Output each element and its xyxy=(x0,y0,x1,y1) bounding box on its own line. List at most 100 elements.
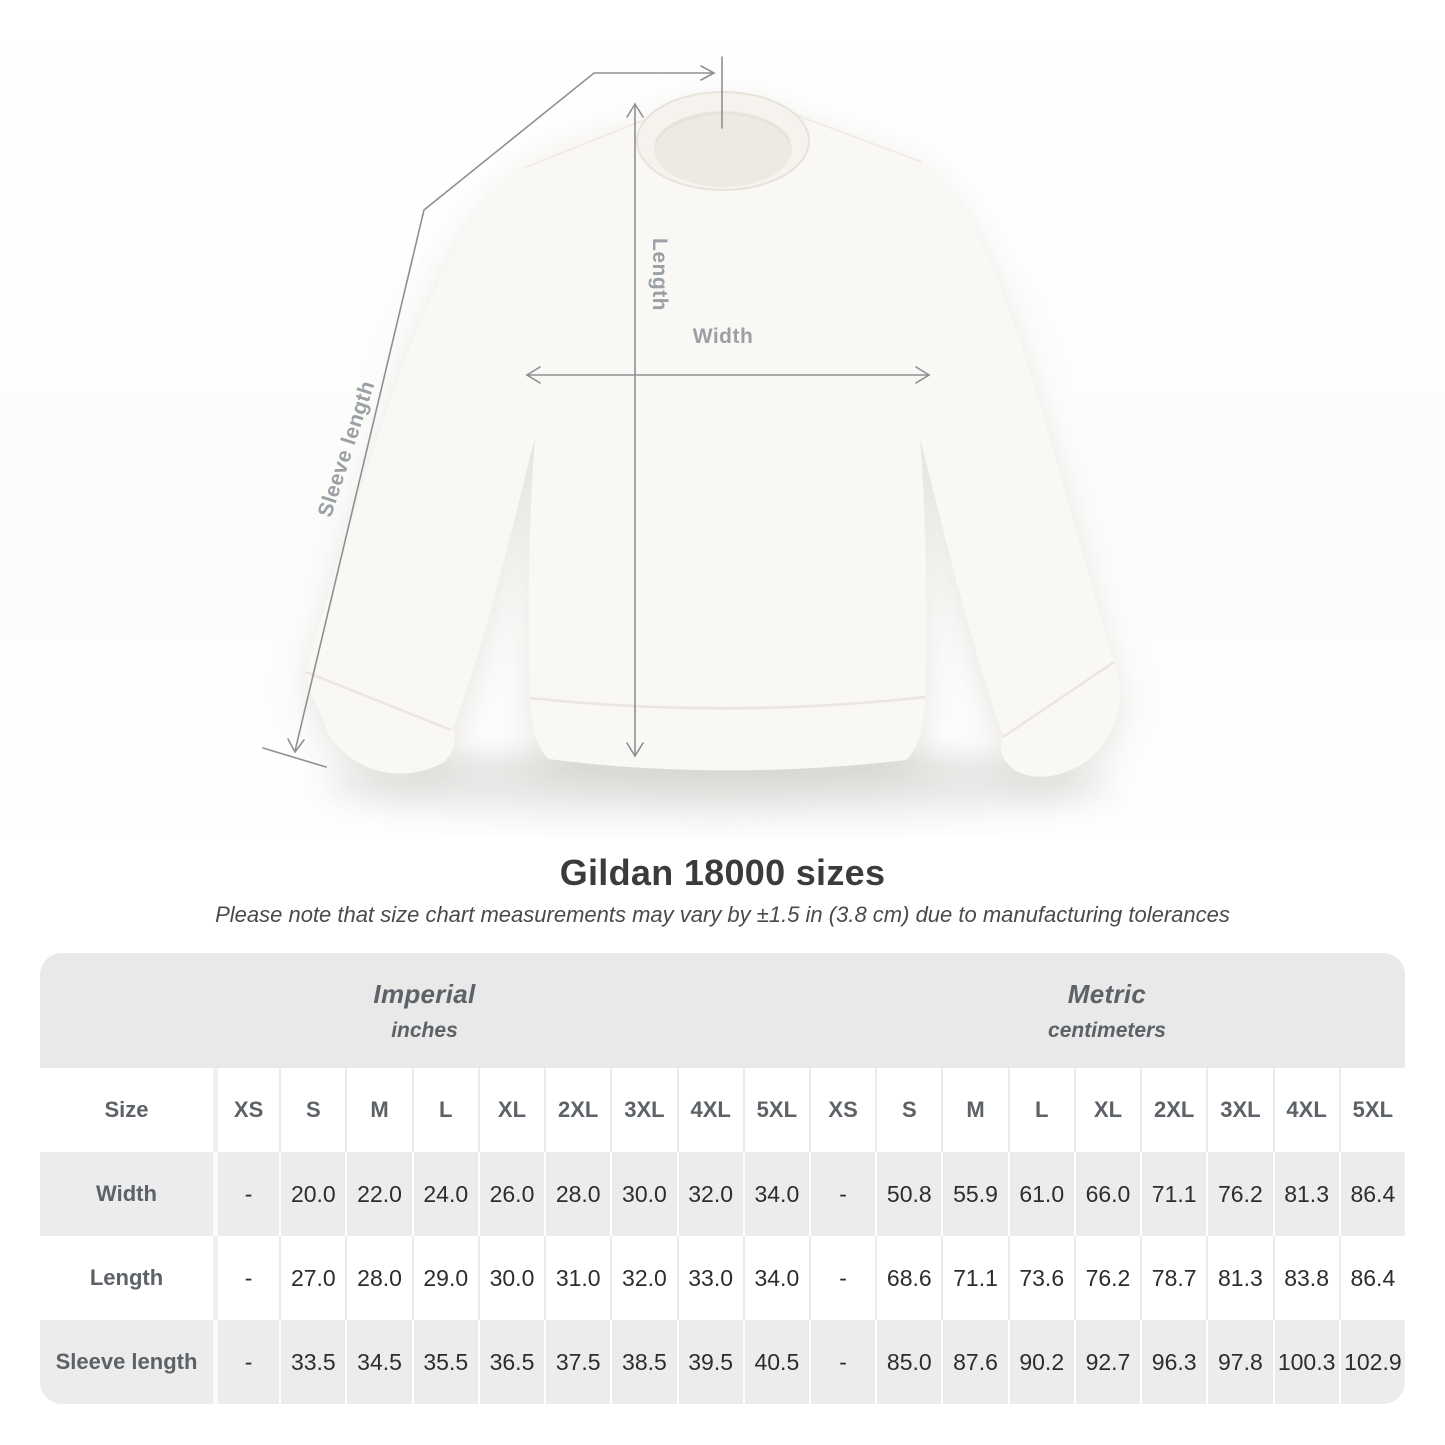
value-cell: 86.4 xyxy=(1338,1236,1405,1320)
size-chart-table: Imperial inches Metric centimeters Size … xyxy=(40,953,1405,1404)
value-cell: 22.0 xyxy=(345,1152,412,1236)
size-col-header: 3XL xyxy=(1206,1068,1273,1152)
value-cell: 36.5 xyxy=(477,1320,545,1404)
value-cell: - xyxy=(808,1152,876,1236)
size-col-header: L xyxy=(1007,1068,1074,1152)
width-row: Width - 20.0 22.0 24.0 26.0 28.0 30.0 32… xyxy=(40,1152,1405,1236)
value-cell: - xyxy=(213,1320,280,1404)
size-chart-container: Imperial inches Metric centimeters Size … xyxy=(40,953,1405,1404)
value-cell: 86.4 xyxy=(1338,1152,1405,1236)
left-cuff-seam xyxy=(305,670,452,732)
value-cell: 34.0 xyxy=(742,1152,809,1236)
value-cell: 30.0 xyxy=(477,1236,545,1320)
value-cell: 71.1 xyxy=(941,1236,1008,1320)
metric-header: Metric centimeters xyxy=(808,953,1405,1068)
tolerance-note: Please note that size chart measurements… xyxy=(215,902,1230,927)
value-cell: 61.0 xyxy=(1007,1152,1074,1236)
value-cell: 90.2 xyxy=(1007,1320,1074,1404)
size-col-header: 5XL xyxy=(1338,1068,1405,1152)
size-col-header: 4XL xyxy=(676,1068,743,1152)
size-col-header: L xyxy=(411,1068,478,1152)
measurement-lines xyxy=(262,56,931,768)
sweatshirt-body xyxy=(305,91,1121,777)
size-col-header: 2XL xyxy=(1140,1068,1207,1152)
value-cell: 78.7 xyxy=(1140,1236,1207,1320)
length-row: Length - 27.0 28.0 29.0 30.0 31.0 32.0 3… xyxy=(40,1236,1405,1320)
value-cell: 28.0 xyxy=(345,1236,412,1320)
sweatshirt-illustration xyxy=(262,56,1121,816)
value-cell: - xyxy=(213,1152,280,1236)
metric-title: Metric xyxy=(1067,978,1147,1009)
size-col-header: M xyxy=(941,1068,1008,1152)
value-cell: 24.0 xyxy=(411,1152,478,1236)
value-cell: 29.0 xyxy=(411,1236,478,1320)
value-cell: 26.0 xyxy=(477,1152,545,1236)
imperial-title: Imperial xyxy=(373,978,476,1009)
size-column-header: Size xyxy=(40,1068,213,1152)
value-cell: 40.5 xyxy=(742,1320,809,1404)
value-cell: 100.3 xyxy=(1272,1320,1339,1404)
width-arrow xyxy=(525,366,931,384)
value-cell: 73.6 xyxy=(1007,1236,1074,1320)
measure-row-label: Width xyxy=(40,1152,213,1236)
size-col-header: 3XL xyxy=(610,1068,677,1152)
left-shoulder-seam xyxy=(523,116,652,169)
collar xyxy=(636,91,810,191)
value-cell: 39.5 xyxy=(676,1320,743,1404)
sleeve-length-arrow xyxy=(262,56,723,768)
page-title: Gildan 18000 sizes xyxy=(559,852,886,893)
imperial-unit: inches xyxy=(391,1018,458,1042)
value-cell: 35.5 xyxy=(411,1320,478,1404)
size-col-header: 4XL xyxy=(1272,1068,1339,1152)
value-cell: 31.0 xyxy=(544,1236,611,1320)
size-col-header: XL xyxy=(477,1068,545,1152)
value-cell: 34.0 xyxy=(742,1236,809,1320)
sleeve-length-row: Sleeve length - 33.5 34.5 35.5 36.5 37.5… xyxy=(40,1320,1405,1404)
size-col-header: M xyxy=(345,1068,412,1152)
value-cell: 97.8 xyxy=(1206,1320,1273,1404)
value-cell: 66.0 xyxy=(1073,1152,1141,1236)
value-cell: - xyxy=(213,1236,280,1320)
product-photo: Width Length Sleeve length xyxy=(0,0,1445,838)
value-cell: 33.5 xyxy=(279,1320,346,1404)
value-cell: 32.0 xyxy=(676,1152,743,1236)
size-col-header: S xyxy=(279,1068,346,1152)
value-cell: 30.0 xyxy=(610,1152,677,1236)
unit-header-row: Imperial inches Metric centimeters xyxy=(40,953,1405,1068)
value-cell: 71.1 xyxy=(1140,1152,1207,1236)
value-cell: 81.3 xyxy=(1206,1236,1273,1320)
value-cell: 76.2 xyxy=(1073,1236,1141,1320)
value-cell: 92.7 xyxy=(1073,1320,1141,1404)
waistband-seam xyxy=(529,695,926,710)
value-cell: 76.2 xyxy=(1206,1152,1273,1236)
value-cell: 34.5 xyxy=(345,1320,412,1404)
size-col-header: S xyxy=(875,1068,942,1152)
value-cell: 20.0 xyxy=(279,1152,346,1236)
metric-unit: centimeters xyxy=(1048,1018,1166,1042)
value-cell: - xyxy=(808,1320,876,1404)
value-cell: 96.3 xyxy=(1140,1320,1207,1404)
value-cell: - xyxy=(808,1236,876,1320)
value-cell: 83.8 xyxy=(1272,1236,1339,1320)
value-cell: 28.0 xyxy=(544,1152,611,1236)
size-col-header: XS xyxy=(213,1068,280,1152)
size-col-header: 2XL xyxy=(544,1068,611,1152)
measure-row-label: Sleeve length xyxy=(40,1320,213,1404)
value-cell: 102.9 xyxy=(1338,1320,1405,1404)
value-cell: 85.0 xyxy=(875,1320,942,1404)
length-measure-label: Length xyxy=(648,238,671,311)
right-shoulder-seam xyxy=(795,114,923,163)
value-cell: 55.9 xyxy=(941,1152,1008,1236)
value-cell: 37.5 xyxy=(544,1320,611,1404)
size-col-header: 5XL xyxy=(742,1068,809,1152)
value-cell: 27.0 xyxy=(279,1236,346,1320)
value-cell: 32.0 xyxy=(610,1236,677,1320)
value-cell: 50.8 xyxy=(875,1152,942,1236)
length-arrow xyxy=(626,102,644,758)
right-cuff-seam xyxy=(1002,660,1115,739)
value-cell: 38.5 xyxy=(610,1320,677,1404)
value-cell: 87.6 xyxy=(941,1320,1008,1404)
width-measure-label: Width xyxy=(692,325,754,348)
value-cell: 81.3 xyxy=(1272,1152,1339,1236)
